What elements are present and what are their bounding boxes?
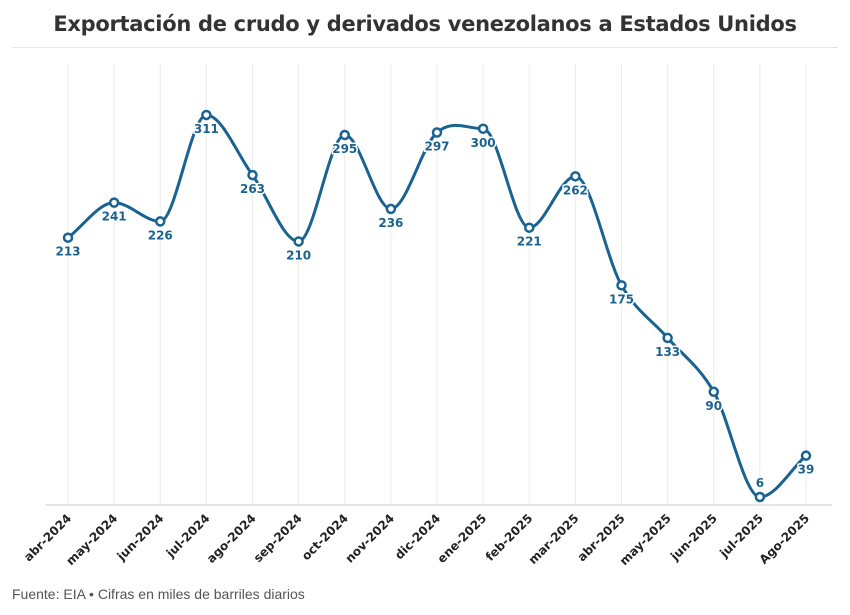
data-label: 226 [148, 228, 173, 242]
data-point [339, 129, 350, 141]
x-tick-label: jul-2025 [716, 511, 766, 561]
data-label: 213 [55, 245, 80, 259]
data-point [708, 386, 719, 398]
data-point [570, 171, 581, 182]
data-label: 133 [655, 345, 680, 359]
data-label: 90 [705, 399, 722, 413]
x-tick-label: ene-2025 [435, 511, 490, 566]
data-point [754, 491, 766, 503]
chart-footer: Fuente: EIA • Cifras en miles de barrile… [12, 586, 305, 602]
data-label: 241 [102, 210, 127, 224]
data-point [293, 236, 304, 247]
x-tick-label: jun-2024 [114, 511, 167, 564]
data-label: 175 [609, 292, 634, 306]
data-label: 221 [517, 235, 542, 249]
data-point [477, 123, 489, 134]
data-point [662, 332, 673, 344]
data-label: 6 [756, 476, 764, 490]
data-point [62, 232, 74, 243]
title-divider [12, 47, 838, 48]
x-tick-label: sep-2024 [251, 511, 305, 565]
data-point [616, 280, 627, 291]
chart-title: Exportación de crudo y derivados venezol… [53, 12, 797, 36]
data-point [108, 197, 120, 208]
data-point [201, 109, 212, 121]
x-tick-label: ago-2024 [204, 511, 259, 566]
x-tick-label: mar-2025 [526, 511, 582, 567]
data-label: 311 [194, 122, 219, 136]
data-label: 39 [798, 463, 815, 477]
data-label: 236 [378, 216, 403, 230]
data-label: 300 [471, 136, 496, 150]
data-label: 262 [563, 183, 588, 197]
data-label: 210 [286, 248, 311, 262]
x-tick-label: jun-2025 [667, 511, 720, 564]
data-point [155, 216, 166, 227]
x-tick-label: jul-2024 [163, 511, 213, 561]
x-tick-label: Ago-2025 [757, 511, 813, 567]
data-label: 295 [332, 142, 357, 156]
data-point [247, 169, 258, 181]
data-label: 263 [240, 182, 265, 196]
data-label: 297 [424, 140, 449, 154]
data-point [431, 127, 443, 138]
data-point [524, 222, 535, 233]
data-point [800, 450, 812, 461]
x-tick-label: nov-2024 [343, 511, 397, 565]
data-point [385, 203, 397, 215]
